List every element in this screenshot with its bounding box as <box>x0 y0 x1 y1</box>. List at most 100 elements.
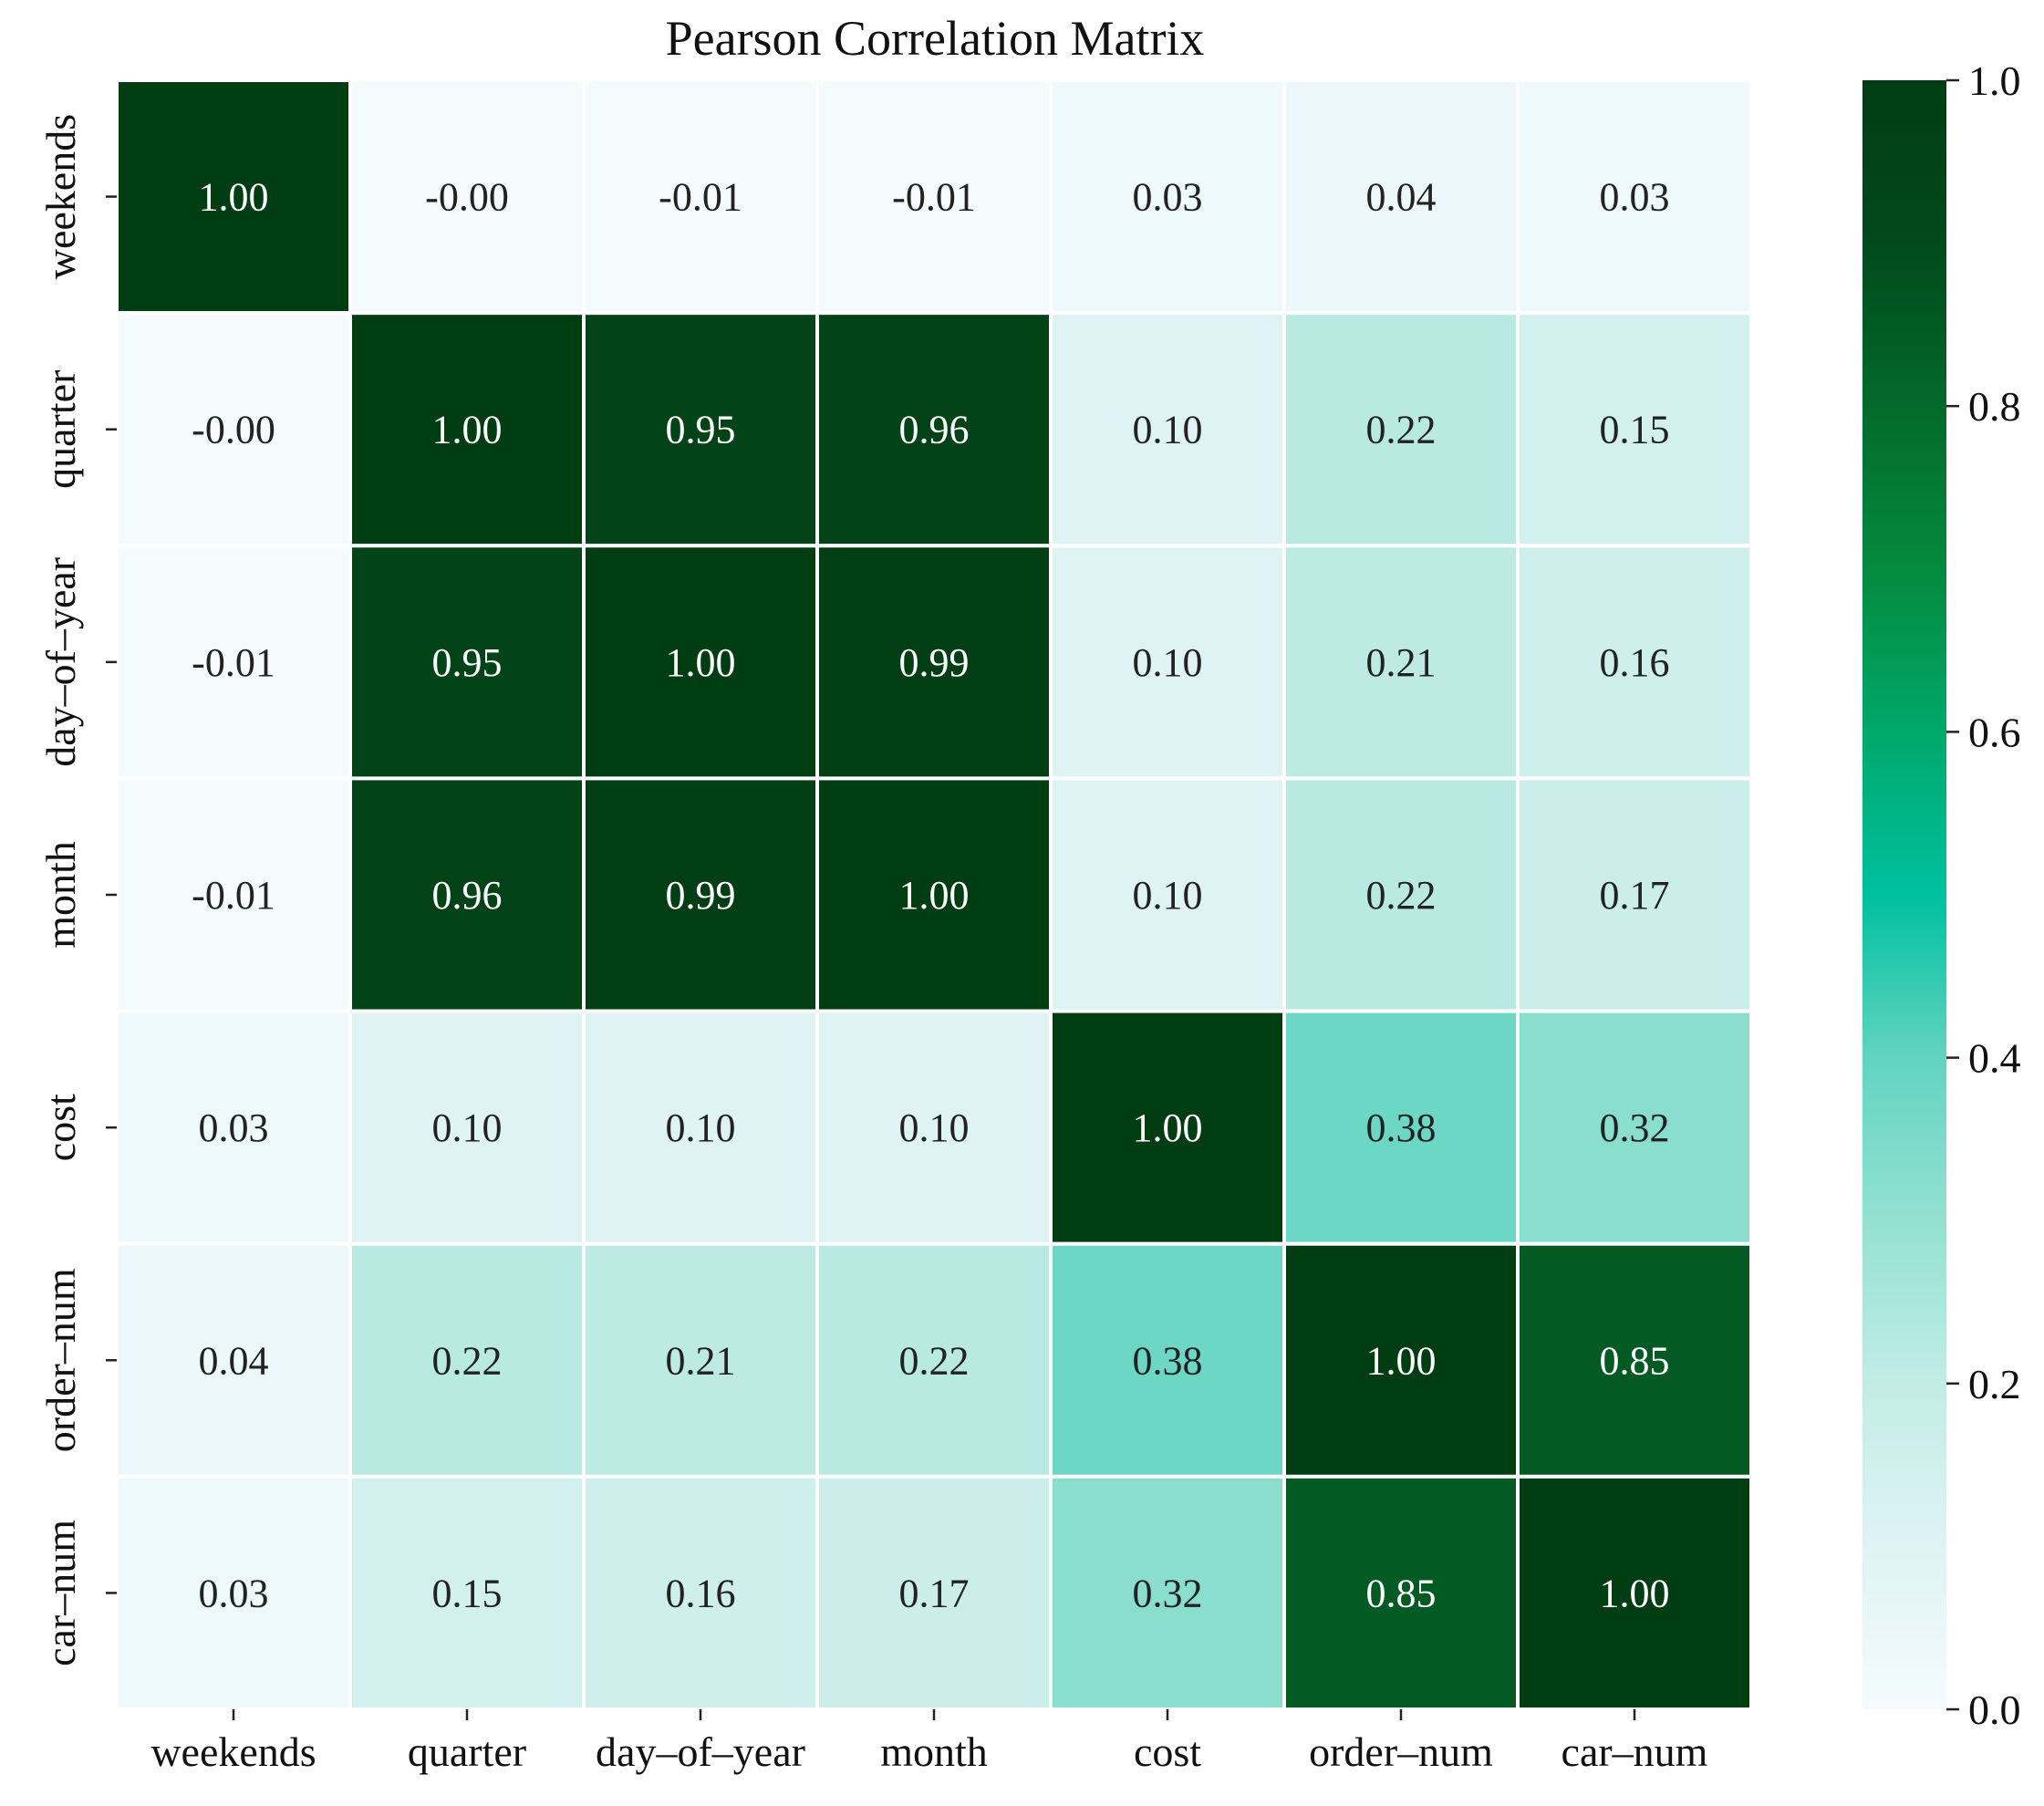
cell-value-label: -0.01 <box>192 640 275 685</box>
cell-value-label: 0.99 <box>899 640 970 685</box>
cell-value-label: 1.00 <box>1133 1105 1203 1150</box>
heatmap-cell <box>1516 544 1753 781</box>
cell-value-label: 0.38 <box>1133 1338 1203 1383</box>
heatmap-cell <box>815 78 1053 316</box>
heatmap-cell <box>348 78 586 316</box>
cell-value-label: 0.32 <box>1133 1571 1203 1615</box>
heatmap-cell <box>115 1009 352 1246</box>
cell-value-label: 0.10 <box>666 1105 736 1150</box>
heatmap-cell <box>582 544 819 781</box>
heatmap-cell <box>815 776 1053 1013</box>
y-tick-label: cost <box>37 1094 84 1161</box>
y-tick-label: car–num <box>37 1520 84 1666</box>
heatmap-cell <box>1049 544 1286 781</box>
heatmap-cell <box>582 1474 819 1712</box>
cell-value-label: 0.16 <box>1600 640 1670 685</box>
heatmap-cells <box>115 78 1753 1712</box>
colorbar-tick-label: 0.0 <box>1968 1687 2021 1733</box>
heatmap-cell <box>115 1474 352 1712</box>
cell-value-label: 0.17 <box>899 1571 970 1615</box>
cell-value-label: 0.95 <box>666 408 736 452</box>
heatmap-cell <box>1049 311 1286 548</box>
x-tick-label: car–num <box>1562 1728 1708 1775</box>
cell-value-label: 0.17 <box>1600 873 1670 918</box>
cell-value-label: 0.04 <box>1366 175 1437 220</box>
heatmap-cell-labels: 1.00 -0.00 -0.01 -0.01 0.03 0.04 0.03 -0.00 1.00… <box>192 175 1669 1616</box>
cell-value-label: 0.95 <box>432 640 503 685</box>
heatmap-cell <box>1516 1241 1753 1479</box>
cell-value-label: 0.21 <box>666 1338 736 1383</box>
cell-value-label: -0.00 <box>425 175 509 220</box>
heatmap-cell <box>348 544 586 781</box>
x-tick-label: quarter <box>408 1728 526 1775</box>
cell-value-label: 0.03 <box>1600 175 1670 220</box>
cell-value-label: 0.10 <box>1133 408 1203 452</box>
colorbar-tick-label: 0.2 <box>1968 1361 2021 1407</box>
heatmap-cell <box>582 78 819 316</box>
heatmap-cell <box>815 1241 1053 1479</box>
cell-value-label: -0.01 <box>192 873 275 918</box>
cell-value-label: 0.10 <box>1133 873 1203 918</box>
y-tick-label: quarter <box>37 370 84 489</box>
cell-value-label: 1.00 <box>432 408 503 452</box>
cell-value-label: 0.96 <box>432 873 503 918</box>
colorbar-gradient <box>1862 80 1946 1709</box>
cell-value-label: -0.01 <box>892 175 976 220</box>
colorbar-tick-label: 0.6 <box>1968 709 2021 755</box>
y-axis: weekends quarter day–of–year month cost order… <box>37 114 117 1666</box>
colorbar-tick-label: 0.4 <box>1968 1035 2021 1082</box>
x-tick-label: order–num <box>1309 1728 1493 1775</box>
cell-value-label: 1.00 <box>1366 1338 1437 1383</box>
y-tick-label: weekends <box>37 114 84 279</box>
colorbar-tick-label: 0.8 <box>1968 383 2021 430</box>
y-tick-label: day–of–year <box>37 557 84 767</box>
heatmap-cell <box>1516 1474 1753 1712</box>
cell-value-label: 0.32 <box>1600 1105 1670 1150</box>
cell-value-label: 0.04 <box>199 1338 269 1383</box>
heatmap-cell <box>815 1474 1053 1712</box>
heatmap-cell <box>1282 544 1520 781</box>
heatmap-cell <box>1516 776 1753 1013</box>
heatmap-cell <box>115 78 352 316</box>
cell-value-label: 0.21 <box>1366 640 1437 685</box>
x-axis: weekends quarter day–of–year month cost order… <box>150 1709 1708 1775</box>
cell-value-label: 0.03 <box>199 1571 269 1615</box>
heatmap-cell <box>815 544 1053 781</box>
cell-value-label: 0.03 <box>1133 175 1203 220</box>
heatmap-cell <box>348 776 586 1013</box>
cell-value-label: 0.16 <box>666 1571 736 1615</box>
cell-value-label: 0.22 <box>899 1338 970 1383</box>
heatmap-cell <box>1049 1474 1286 1712</box>
heatmap-cell <box>1049 1241 1286 1479</box>
cell-value-label: 0.22 <box>432 1338 503 1383</box>
cell-value-label: 0.38 <box>1366 1105 1437 1150</box>
heatmap-cell <box>115 776 352 1013</box>
chart-title: Pearson Correlation Matrix <box>666 11 1205 66</box>
heatmap-cell <box>582 1009 819 1246</box>
cell-value-label: -0.00 <box>192 408 275 452</box>
colorbar-tick-label: 1.0 <box>1968 57 2021 104</box>
cell-value-label: 0.03 <box>199 1105 269 1150</box>
x-tick-label: cost <box>1134 1728 1201 1775</box>
cell-value-label: 0.85 <box>1600 1338 1670 1383</box>
cell-value-label: 1.00 <box>666 640 736 685</box>
cell-value-label: -0.01 <box>659 175 742 220</box>
x-tick-label: day–of–year <box>596 1728 805 1775</box>
heatmap-cell <box>115 1241 352 1479</box>
cell-value-label: 0.15 <box>432 1571 503 1615</box>
cell-value-label: 1.00 <box>899 873 970 918</box>
colorbar: 0.0 0.2 0.4 0.6 0.8 1.0 <box>1862 57 2021 1733</box>
cell-value-label: 0.10 <box>1133 640 1203 685</box>
cell-value-label: 0.10 <box>899 1105 970 1150</box>
heatmap-cell <box>1282 1474 1520 1712</box>
y-tick-label: month <box>37 841 84 949</box>
y-tick-label: order–num <box>37 1268 84 1452</box>
x-tick-label: weekends <box>150 1728 316 1775</box>
cell-value-label: 0.15 <box>1600 408 1670 452</box>
heatmap-cell <box>1282 776 1520 1013</box>
heatmap-cell <box>1282 78 1520 316</box>
heatmap-cell <box>1516 311 1753 548</box>
cell-value-label: 1.00 <box>1600 1571 1670 1615</box>
cell-value-label: 0.22 <box>1366 408 1437 452</box>
heatmap-cell <box>582 1241 819 1479</box>
